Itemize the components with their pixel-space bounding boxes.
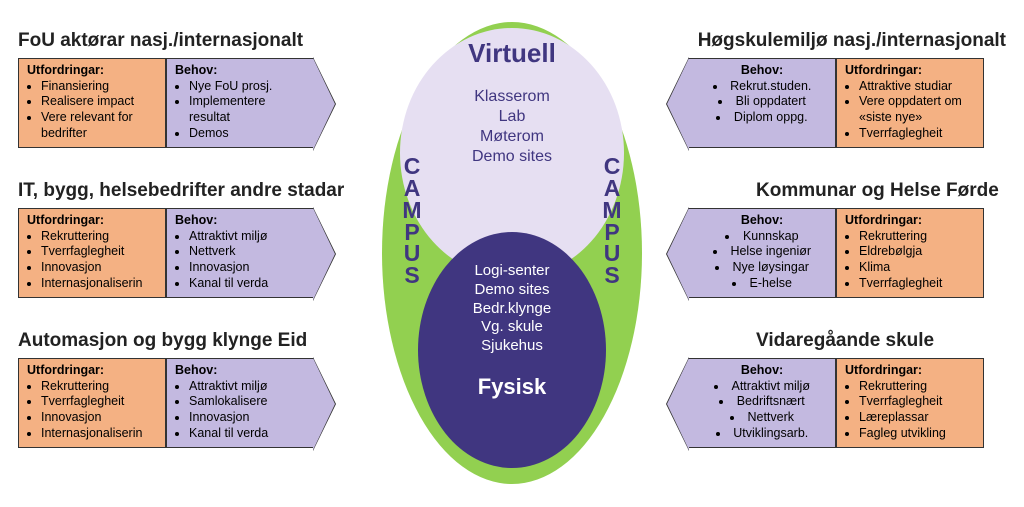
be-header: Behov: <box>697 363 827 379</box>
be-item: Attraktivt miljø <box>189 379 305 395</box>
ut-item: Tverrfaglegheit <box>41 394 157 410</box>
be-header: Behov: <box>697 63 827 79</box>
left-sec2-title: IT, bygg, helsebedrifter andre stadar <box>18 180 344 202</box>
ut-item: Innovasjon <box>41 410 157 426</box>
be-item: Diplom oppg. <box>697 110 827 126</box>
fysisk-item: Logi-senter <box>418 262 606 281</box>
be-item: Rekrut.studen. <box>697 79 827 95</box>
left-sec3-be-box: Behov: Attraktivt miljø Samlokalisere In… <box>166 358 314 448</box>
left-sec3-ut-box: Utfordringar: Rekruttering Tverrfagleghe… <box>18 358 166 448</box>
be-item: E-helse <box>697 276 827 292</box>
right-sec3-be-box: Behov: Attraktivt miljø Bedriftsnært Net… <box>688 358 836 448</box>
ut-item: Vere relevant for bedrifter <box>41 110 157 141</box>
ut-item: Finansiering <box>41 79 157 95</box>
ut-item: Tverrfaglegheit <box>859 276 975 292</box>
left-sec3-title: Automasjon og bygg klynge Eid <box>18 330 307 352</box>
right-sec2-ut-box: Utfordringar: Rekruttering Eldrebølgja K… <box>836 208 984 298</box>
be-item: Bedriftsnært <box>697 394 827 410</box>
be-item: Nye FoU prosj. <box>189 79 305 95</box>
left-sec1-row: Utfordringar: Finansiering Realisere imp… <box>18 58 314 148</box>
ut-item: Tverrfaglegheit <box>859 394 975 410</box>
be-item: Samlokalisere <box>189 394 305 410</box>
virtuell-item: Lab <box>400 107 624 127</box>
be-item: Innovasjon <box>189 410 305 426</box>
fysisk-ellipse: Logi-senter Demo sites Bedr.klynge Vg. s… <box>418 232 606 468</box>
be-item: Kanal til verda <box>189 276 305 292</box>
right-sec1-row: Behov: Rekrut.studen. Bli oppdatert Dipl… <box>688 58 984 148</box>
right-sec2-row: Behov: Kunnskap Helse ingeniør Nye løysi… <box>688 208 984 298</box>
be-item: Implementere resultat <box>189 94 305 125</box>
fysisk-item: Demo sites <box>418 281 606 300</box>
be-item: Helse ingeniør <box>697 244 827 260</box>
fysisk-item: Vg. skule <box>418 318 606 337</box>
ut-item: Internasjonaliserin <box>41 426 157 442</box>
campus-label-right: CAMPUS <box>600 156 624 287</box>
left-sec1-be-box: Behov: Nye FoU prosj. Implementere resul… <box>166 58 314 148</box>
fysisk-item: Bedr.klynge <box>418 300 606 319</box>
be-item: Nettverk <box>697 410 827 426</box>
virtuell-item: Demo sites <box>400 147 624 167</box>
ut-item: Innovasjon <box>41 260 157 276</box>
ut-item: Vere oppdatert om «siste nye» <box>859 94 975 125</box>
be-item: Attraktivt miljø <box>189 229 305 245</box>
ut-header: Utfordringar: <box>845 63 975 79</box>
right-sec1-ut-box: Utfordringar: Attraktive studiar Vere op… <box>836 58 984 148</box>
left-sec1-title: FoU aktørar nasj./internasjonalt <box>18 30 303 52</box>
be-item: Nye løysingar <box>697 260 827 276</box>
be-header: Behov: <box>175 63 305 79</box>
right-sec2-title: Kommunar og Helse Førde <box>756 180 999 202</box>
ut-item: Rekruttering <box>41 229 157 245</box>
ut-item: Fagleg utvikling <box>859 426 975 442</box>
right-sec3-ut-box: Utfordringar: Rekruttering Tverrfagleghe… <box>836 358 984 448</box>
be-header: Behov: <box>697 213 827 229</box>
left-sec3-row: Utfordringar: Rekruttering Tverrfagleghe… <box>18 358 314 448</box>
ut-item: Rekruttering <box>41 379 157 395</box>
virtuell-item: Møterom <box>400 127 624 147</box>
be-item: Kanal til verda <box>189 426 305 442</box>
fysisk-title: Fysisk <box>418 374 606 400</box>
be-item: Nettverk <box>189 244 305 260</box>
be-item: Bli oppdatert <box>697 94 827 110</box>
ut-item: Tverrfaglegheit <box>41 244 157 260</box>
be-header: Behov: <box>175 363 305 379</box>
right-sec3-row: Behov: Attraktivt miljø Bedriftsnært Net… <box>688 358 984 448</box>
right-sec1-be-box: Behov: Rekrut.studen. Bli oppdatert Dipl… <box>688 58 836 148</box>
virtuell-item: Klasserom <box>400 87 624 107</box>
ut-header: Utfordringar: <box>845 363 975 379</box>
ut-item: Attraktive studiar <box>859 79 975 95</box>
be-item: Utviklingsarb. <box>697 426 827 442</box>
left-sec2-be-box: Behov: Attraktivt miljø Nettverk Innovas… <box>166 208 314 298</box>
be-item: Attraktivt miljø <box>697 379 827 395</box>
ut-item: Rekruttering <box>859 229 975 245</box>
be-item: Kunnskap <box>697 229 827 245</box>
campus-label-left: CAMPUS <box>400 156 424 287</box>
ut-header: Utfordringar: <box>845 213 975 229</box>
ut-item: Realisere impact <box>41 94 157 110</box>
ut-header: Utfordringar: <box>27 213 157 229</box>
fysisk-item: Sjukehus <box>418 337 606 356</box>
ut-header: Utfordringar: <box>27 63 157 79</box>
left-sec1-ut-box: Utfordringar: Finansiering Realisere imp… <box>18 58 166 148</box>
ut-item: Læreplassar <box>859 410 975 426</box>
right-sec2-be-box: Behov: Kunnskap Helse ingeniør Nye løysi… <box>688 208 836 298</box>
left-sec2-ut-box: Utfordringar: Rekruttering Tverrfagleghe… <box>18 208 166 298</box>
ut-header: Utfordringar: <box>27 363 157 379</box>
ut-item: Klima <box>859 260 975 276</box>
ut-item: Eldrebølgja <box>859 244 975 260</box>
be-header: Behov: <box>175 213 305 229</box>
be-item: Innovasjon <box>189 260 305 276</box>
virtuell-title: Virtuell <box>400 38 624 69</box>
be-item: Demos <box>189 126 305 142</box>
ut-item: Tverrfaglegheit <box>859 126 975 142</box>
left-sec2-row: Utfordringar: Rekruttering Tverrfagleghe… <box>18 208 314 298</box>
right-sec3-title: Vidaregåande skule <box>756 330 934 352</box>
ut-item: Internasjonaliserin <box>41 276 157 292</box>
right-sec1-title: Høgskulemiljø nasj./internasjonalt <box>698 30 1006 52</box>
ut-item: Rekruttering <box>859 379 975 395</box>
